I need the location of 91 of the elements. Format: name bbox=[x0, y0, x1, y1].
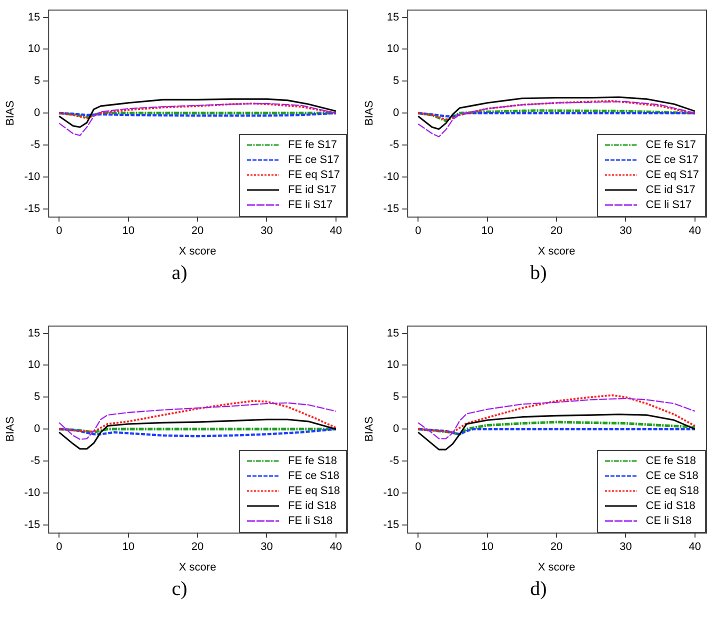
y-tick-label: 5 bbox=[34, 391, 40, 404]
y-tick-label: 15 bbox=[28, 11, 40, 24]
line-series bbox=[416, 420, 696, 436]
y-tick-label: 5 bbox=[392, 391, 400, 404]
y-tick-label: -10 bbox=[383, 487, 400, 500]
x-tick-label: 10 bbox=[122, 541, 134, 554]
y-tick-label: -10 bbox=[24, 487, 40, 500]
y-tick-label: 10 bbox=[28, 359, 40, 372]
text: c) bbox=[170, 578, 188, 601]
line-series bbox=[58, 428, 338, 438]
legend-label: CE li S17 bbox=[646, 198, 692, 213]
legend-label: CE id S18 bbox=[646, 498, 696, 514]
y-tick-label: 10 bbox=[28, 43, 40, 56]
x-tick-label: 20 bbox=[550, 541, 563, 554]
line-series bbox=[58, 400, 337, 433]
y-axis-title: BIAS bbox=[4, 100, 17, 126]
line-series bbox=[418, 101, 696, 138]
y-tick-label: 10 bbox=[386, 359, 400, 372]
x-tick-label: 30 bbox=[260, 541, 273, 554]
x-tick-label: 20 bbox=[191, 541, 204, 554]
legend-label: FE li S17 bbox=[288, 198, 333, 213]
y-tick-label: 5 bbox=[34, 75, 40, 88]
legend-label: FE eq S18 bbox=[288, 484, 340, 499]
y-tick-label: -5 bbox=[30, 455, 40, 468]
x-tick-label: 20 bbox=[191, 225, 204, 238]
legend-label: FE id S17 bbox=[288, 182, 336, 198]
legend-label: CE ce S18 bbox=[646, 468, 698, 484]
legend-label: FE fe S18 bbox=[288, 454, 337, 469]
y-axis-title: BIAS bbox=[364, 100, 376, 126]
y-axis-title: BIAS bbox=[4, 416, 17, 442]
x-tick-label: 10 bbox=[481, 225, 494, 238]
y-tick-label: -5 bbox=[389, 139, 400, 152]
legend-label: FE ce S17 bbox=[288, 152, 340, 168]
legend-label: CE fe S17 bbox=[646, 138, 696, 153]
x-tick-label: 40 bbox=[688, 225, 702, 238]
legend-label: CE fe S18 bbox=[646, 454, 696, 469]
x-tick-label: 10 bbox=[122, 225, 134, 238]
y-tick-label: 0 bbox=[392, 107, 400, 120]
y-tick-label: -15 bbox=[24, 518, 40, 531]
y-tick-label: 0 bbox=[34, 423, 40, 436]
y-tick-label: -5 bbox=[30, 139, 40, 152]
line-series bbox=[418, 398, 696, 440]
line-series bbox=[58, 102, 337, 136]
line-series bbox=[58, 402, 337, 440]
legend-label: FE fe S17 bbox=[288, 138, 337, 153]
text: a) bbox=[170, 262, 188, 285]
y-tick-label: 15 bbox=[28, 327, 40, 340]
x-tick-label: 0 bbox=[56, 225, 62, 238]
y-tick-label: -15 bbox=[383, 202, 400, 215]
y-tick-label: -15 bbox=[24, 202, 40, 215]
text: d) bbox=[529, 578, 548, 601]
x-tick-label: 10 bbox=[481, 541, 494, 554]
x-tick-label: 40 bbox=[330, 541, 342, 554]
x-tick-label: 40 bbox=[688, 541, 702, 554]
x-tick-label: 0 bbox=[415, 541, 422, 554]
line-series bbox=[417, 100, 696, 120]
x-tick-label: 0 bbox=[56, 541, 62, 554]
y-tick-label: -10 bbox=[24, 171, 40, 184]
legend-label: CE eq S18 bbox=[646, 484, 699, 499]
x-axis-title: X score bbox=[178, 561, 216, 574]
x-tick-label: 30 bbox=[620, 225, 632, 238]
line-series bbox=[417, 394, 696, 434]
x-axis-title: X score bbox=[178, 245, 216, 258]
legend-label: CE eq S17 bbox=[646, 168, 699, 183]
y-tick-label: -10 bbox=[383, 171, 400, 184]
line-series bbox=[416, 109, 696, 122]
x-tick-label: 20 bbox=[550, 225, 563, 238]
y-tick-label: 0 bbox=[34, 107, 40, 120]
y-tick-label: -5 bbox=[389, 455, 400, 468]
legend-label: FE id S18 bbox=[288, 498, 336, 514]
x-tick-label: 30 bbox=[620, 541, 632, 554]
x-axis-title: X score bbox=[538, 561, 576, 574]
legend-label: FE li S18 bbox=[288, 514, 333, 529]
legend-label: CE ce S17 bbox=[646, 152, 698, 168]
legend-label: FE ce S18 bbox=[288, 468, 340, 484]
legend-label: FE eq S17 bbox=[288, 168, 340, 183]
legend-label: CE li S18 bbox=[646, 514, 692, 529]
x-tick-label: 40 bbox=[330, 225, 342, 238]
y-tick-label: 15 bbox=[386, 11, 400, 24]
y-tick-label: 0 bbox=[392, 423, 400, 436]
x-tick-label: 30 bbox=[260, 225, 273, 238]
line-series bbox=[58, 102, 337, 120]
y-tick-label: -15 bbox=[383, 518, 400, 531]
x-axis-title: X score bbox=[538, 245, 576, 258]
y-tick-label: 5 bbox=[392, 75, 400, 88]
legend-label: CE id S17 bbox=[646, 182, 696, 198]
text: b) bbox=[529, 262, 548, 285]
x-tick-label: 0 bbox=[415, 225, 422, 238]
y-axis-title: BIAS bbox=[364, 416, 376, 442]
y-tick-label: 15 bbox=[386, 327, 400, 340]
y-tick-label: 10 bbox=[386, 43, 400, 56]
